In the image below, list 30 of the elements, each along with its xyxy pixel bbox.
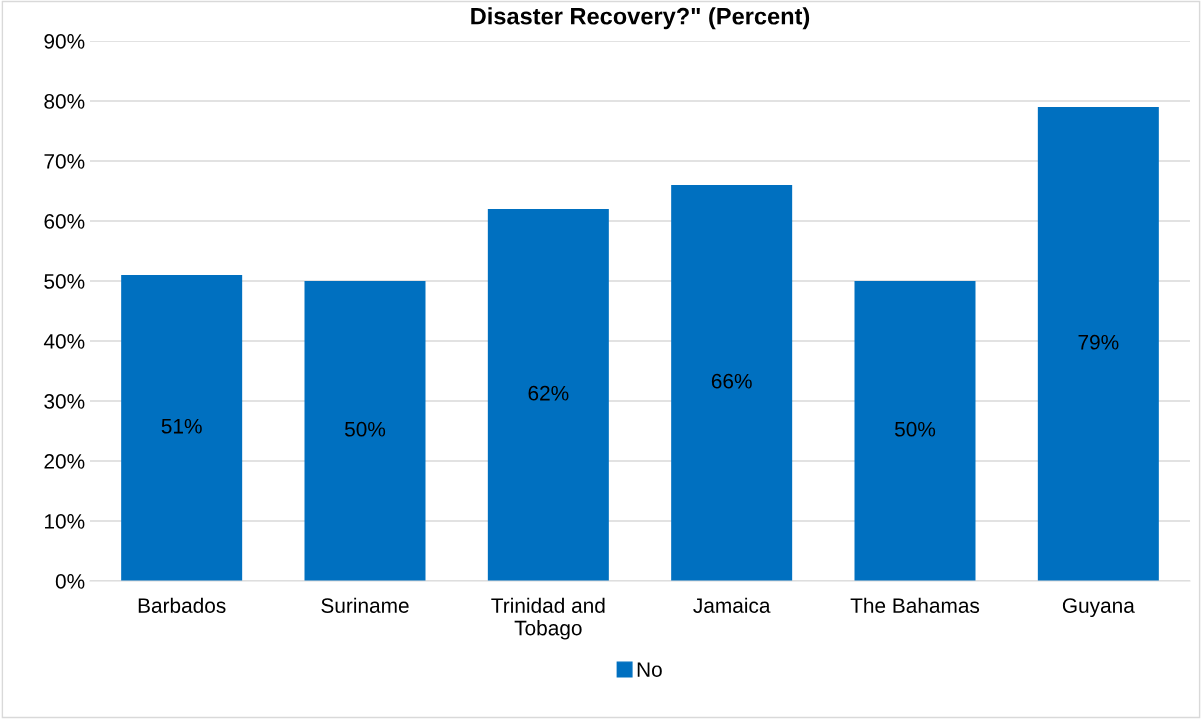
text: 79% xyxy=(1078,334,1119,350)
y-tick-label: 30% xyxy=(44,394,85,409)
x-tick-label: Suriname xyxy=(321,597,409,613)
bar xyxy=(1037,107,1159,581)
bar xyxy=(671,185,793,581)
y-tick-label: 0% xyxy=(55,574,85,589)
y-tick-label: 70% xyxy=(44,154,85,169)
y-tick-label: 50% xyxy=(44,274,85,289)
bar xyxy=(854,281,976,581)
x-tick-label: Guyana xyxy=(1062,598,1135,618)
y-tick-label: 90% xyxy=(44,34,85,49)
text: 62% xyxy=(528,385,569,401)
text: 50% xyxy=(894,421,936,437)
x-tick-label: Jamaica xyxy=(693,597,771,613)
bar xyxy=(487,209,609,581)
chart-title: Disaster Recovery?" (Percent) xyxy=(471,7,810,30)
x-tick-label: The Bahamas xyxy=(850,597,980,613)
y-tick-label: 10% xyxy=(45,514,85,529)
y-tick-label: 60% xyxy=(44,214,85,229)
text: 50% xyxy=(344,421,386,437)
y-tick-label: 20% xyxy=(44,454,85,469)
x-tick-label: Barbados xyxy=(138,597,226,613)
y-tick-label: 80% xyxy=(44,94,85,109)
legend-label: No xyxy=(637,662,662,677)
bar xyxy=(121,275,243,581)
bar xyxy=(304,281,426,581)
text: 66% xyxy=(711,373,752,389)
y-tick-label: 40% xyxy=(43,334,85,349)
x-tick-label: Trinidad and Tobago xyxy=(491,597,605,640)
text: 51% xyxy=(161,418,202,434)
